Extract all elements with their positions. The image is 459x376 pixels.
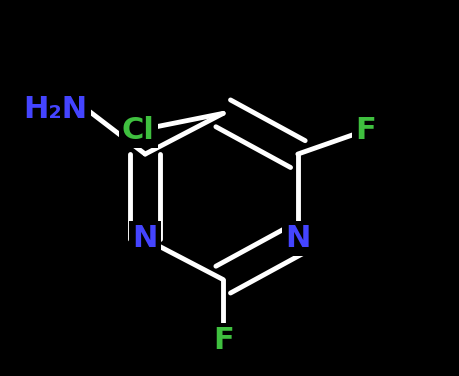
Text: N: N [132,224,157,253]
Text: F: F [354,116,375,145]
Text: F: F [213,326,233,355]
Text: N: N [285,224,310,253]
Text: Cl: Cl [122,116,155,145]
Text: H₂N: H₂N [23,96,87,124]
